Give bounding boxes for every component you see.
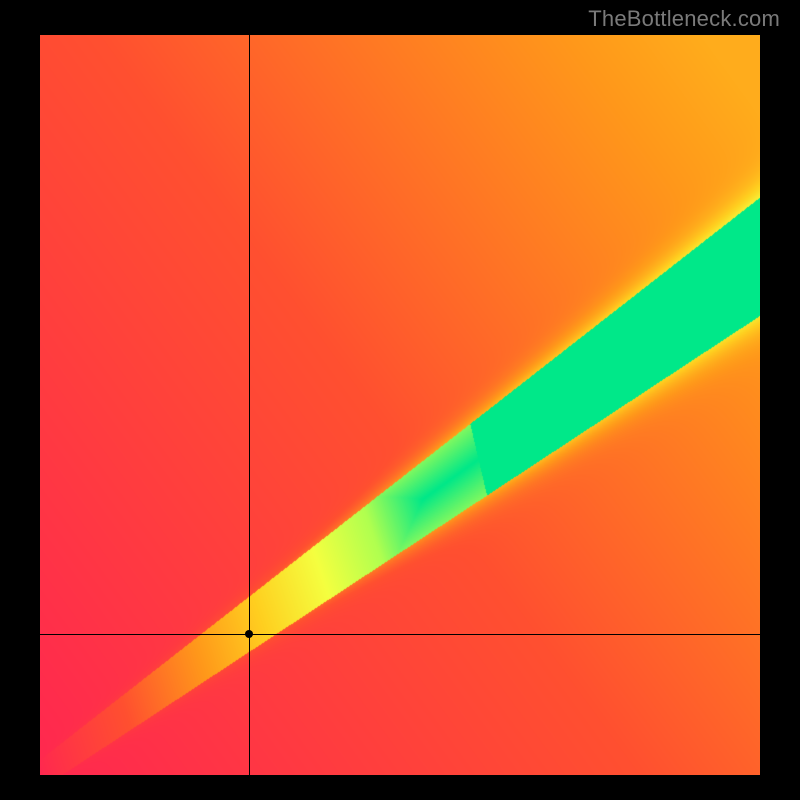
crosshair-vertical-line [249,35,250,775]
crosshair-marker [245,630,253,638]
watermark-text: TheBottleneck.com [588,6,780,32]
heatmap-canvas [40,35,760,775]
crosshair-horizontal-line [40,634,760,635]
chart-container: TheBottleneck.com [0,0,800,800]
